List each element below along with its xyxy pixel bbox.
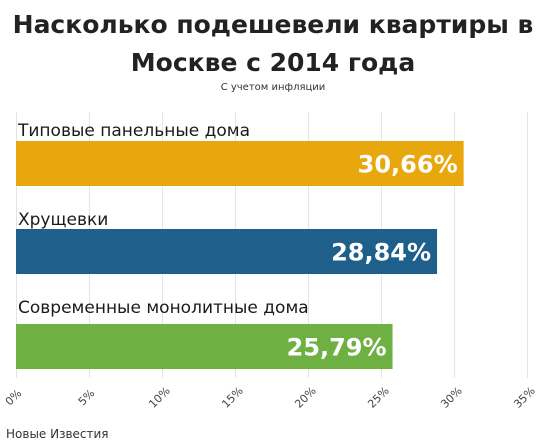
tick-label-7: 35%: [511, 384, 537, 410]
value-label-2: 25,79%: [287, 334, 387, 362]
tick-label-4: 20%: [292, 384, 318, 410]
bars: Типовые панельные дома 30,66% Хрущевки 28,8…: [16, 121, 464, 369]
tick-label-6: 30%: [438, 384, 464, 410]
value-label-0: 30,66%: [358, 151, 458, 179]
tick-label-2: 10%: [146, 384, 172, 410]
x-axis-ticks: 0% 5% 10% 15% 20% 25% 30% 35%: [3, 384, 538, 410]
value-label-1: 28,84%: [331, 239, 431, 267]
tick-label-5: 25%: [365, 384, 391, 410]
category-label-2: Современные монолитные дома: [18, 298, 309, 318]
bar-1: [16, 229, 438, 274]
tick-label-3: 15%: [219, 384, 245, 410]
chart-title: Насколько подешевели квартиры в Москве с…: [12, 10, 534, 77]
category-label-1: Хрущевки: [18, 210, 108, 230]
category-label-0: Типовые панельные дома: [17, 121, 250, 141]
chart-subtitle: С учетом инфляции: [220, 82, 326, 93]
source-credit: Новые Известия: [6, 427, 109, 441]
bar-2: [16, 324, 393, 369]
tick-label-0: 0%: [3, 387, 25, 409]
tick-label-1: 5%: [76, 387, 98, 409]
bar-0: [16, 141, 464, 186]
